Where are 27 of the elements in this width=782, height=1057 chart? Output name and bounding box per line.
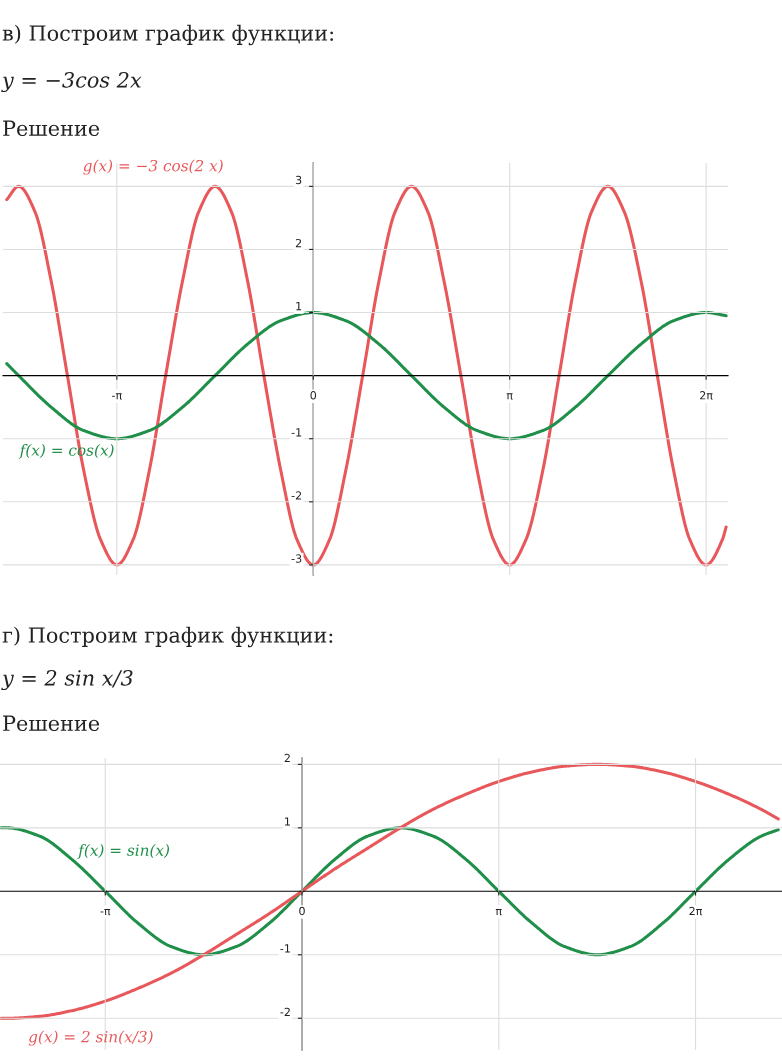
y-tick-label: 3 bbox=[295, 175, 302, 185]
series-label: g(x) = −3 cos(2 x) bbox=[83, 159, 223, 175]
chart-subtitle: y = 2 sin x/3 bbox=[1, 669, 133, 691]
y-tick-label: -1 bbox=[280, 944, 290, 953]
text: Решение bbox=[3, 120, 100, 137]
text: Решение bbox=[3, 715, 100, 732]
y-tick-label: 2 bbox=[295, 238, 302, 248]
x-tick-label: π bbox=[495, 908, 502, 916]
x-tick-label: 2π bbox=[700, 391, 713, 400]
y-tick-label: -2 bbox=[280, 1007, 290, 1016]
x-tick-label: -π bbox=[112, 393, 122, 400]
y-tick-label: -1 bbox=[291, 428, 302, 437]
chart-title: г) Построим график функции: bbox=[2, 626, 333, 648]
chart-subtitle: y = −3cos 2x bbox=[1, 71, 142, 93]
x-tick-label: -π bbox=[100, 908, 111, 916]
x-tick-label: 0 bbox=[299, 906, 305, 916]
y-tick-label: -3 bbox=[291, 554, 302, 563]
x-tick-label: 2π bbox=[689, 906, 703, 916]
x-tick-label: 0 bbox=[310, 391, 317, 400]
y-tick-label: 1 bbox=[285, 817, 290, 826]
y-tick-label: 1 bbox=[296, 302, 302, 311]
chart-title: в) Построим график функции: bbox=[2, 24, 333, 46]
series-label: g(x) = 2 sin(x/3) bbox=[28, 1030, 153, 1046]
series-label: f(x) = sin(x) bbox=[77, 844, 170, 859]
x-tick-label: π bbox=[506, 393, 513, 400]
y-tick-label: 2 bbox=[284, 753, 290, 763]
y-tick-label: -2 bbox=[291, 491, 302, 500]
